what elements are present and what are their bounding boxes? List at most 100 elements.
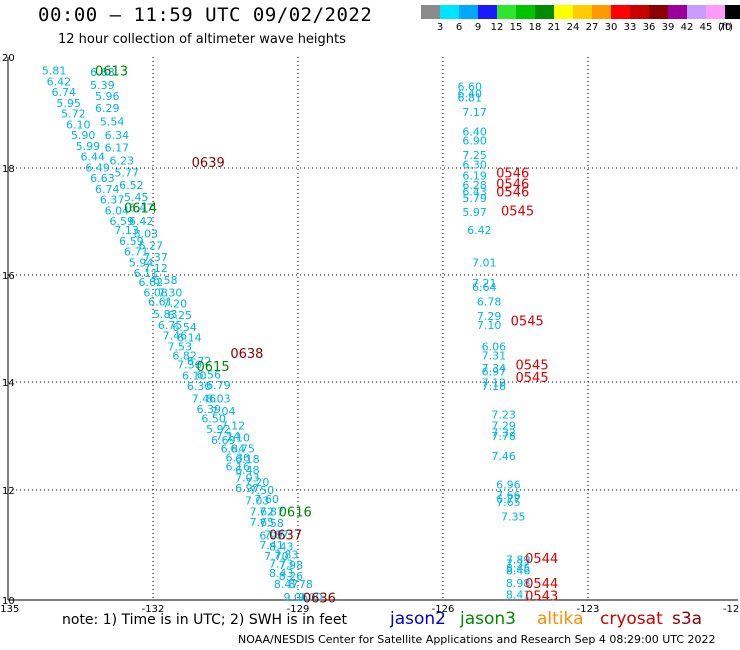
swh-value-label: 5.83	[153, 308, 178, 321]
swh-value-label: 5.79	[462, 192, 487, 205]
pass-time-label: 0545	[501, 204, 534, 219]
swh-value-label: 7.14	[216, 430, 241, 443]
swh-value-label: 7.12	[143, 262, 168, 275]
swh-value-label: 6.49	[85, 161, 110, 174]
swh-value-label: 7.65	[250, 516, 275, 529]
color-scale-label: 70	[718, 22, 732, 33]
swh-value-label: 7.32	[491, 426, 516, 439]
swh-value-label: 6.50	[201, 412, 226, 425]
swh-value-label: 6.40	[462, 125, 487, 138]
pass-time-label: 0543	[525, 590, 558, 605]
color-scale-label: 30	[604, 22, 618, 33]
swh-value-label: 7.87	[264, 528, 289, 541]
swh-value-label: 7.46	[192, 392, 217, 405]
swh-value-label: 5.77	[114, 167, 139, 180]
swh-value-label: 7.17	[462, 106, 487, 119]
chart-subtitle: 12 hour collection of altimeter wave hei…	[58, 32, 346, 47]
color-scale-label: 27	[585, 22, 599, 33]
swh-value-label: 8.03	[134, 227, 159, 240]
swh-value-label: 7.12	[221, 419, 246, 432]
x-tick-label: -129	[287, 604, 310, 615]
color-scale-unit: (ft)	[718, 22, 734, 33]
pass-time-label: 0546	[496, 167, 529, 182]
swh-value-label: 6.97	[235, 482, 260, 495]
swh-value-label: 8.78	[288, 578, 313, 591]
color-scale-swatch	[687, 5, 706, 19]
swh-value-label: 6.60	[458, 81, 483, 94]
color-scale-label: 42	[680, 22, 694, 33]
swh-value-label: 6.27	[139, 239, 164, 252]
color-scale-swatch	[440, 5, 459, 19]
pass-time-label: 0615	[197, 360, 230, 375]
swh-value-label: 7.65	[496, 496, 520, 509]
swh-value-label: 6.56	[197, 368, 222, 381]
pass-time-label: 0545	[516, 359, 549, 374]
swh-value-label: 5.99	[76, 140, 101, 153]
swh-value-label: 6.11	[134, 267, 159, 280]
swh-value-label: 7.10	[477, 319, 502, 332]
swh-value-label: 6.79	[206, 379, 231, 392]
swh-value-label: 6.47	[129, 202, 154, 215]
pass-time-label: 0614	[124, 202, 157, 217]
swh-value-label: 5.90	[71, 129, 96, 142]
swh-value-label: 7.58	[259, 517, 284, 530]
swh-value-label: 7.30	[158, 287, 183, 300]
footer-credit: NOAA/NESDIS Center for Satellite Applica…	[238, 633, 716, 646]
swh-value-label: 6.23	[110, 154, 135, 167]
swh-value-label: 5.96	[95, 90, 120, 103]
swh-value-label: 7.31	[482, 349, 507, 362]
y-tick-label: 16	[2, 271, 15, 282]
color-scale-swatch	[516, 5, 535, 19]
swh-value-label: 6.30	[462, 159, 487, 172]
swh-value-label: 7.04	[211, 405, 236, 418]
swh-value-label: 7.78	[491, 430, 516, 443]
swh-value-label: 6.75	[158, 319, 183, 332]
swh-value-label: 6.19	[462, 169, 487, 182]
swh-value-label: 7.89	[506, 554, 531, 567]
color-scale-swatch	[668, 5, 687, 19]
swh-value-label: 7.12	[482, 376, 507, 389]
swh-value-label: 8.41	[506, 589, 531, 602]
swh-value-label: 6.48	[235, 464, 260, 477]
swh-value-label: 6.37	[100, 194, 125, 207]
color-scale-swatch	[725, 5, 740, 19]
satellite-label-cryosat: cryosat	[600, 609, 663, 629]
pass-time-label: 0638	[230, 347, 263, 362]
swh-value-label: 6.97	[482, 366, 507, 379]
swh-value-label: 6.78	[477, 296, 502, 309]
swh-value-label: 6.42	[129, 215, 154, 228]
swh-value-label: 7.18	[482, 380, 507, 393]
swh-value-label: 8.45	[506, 562, 531, 575]
swh-value-label: 6.54	[172, 321, 197, 334]
pass-time-label: 0546	[496, 177, 529, 192]
color-scale-swatch	[478, 5, 497, 19]
color-scale-label: 9	[474, 22, 482, 33]
swh-value-label: 6.82	[172, 349, 197, 362]
swh-value-label: 6.69	[211, 434, 236, 447]
swh-value-label: 6.74	[95, 183, 120, 196]
swh-value-label: 7.35	[501, 511, 526, 524]
swh-value-label: 7.29	[491, 419, 516, 432]
swh-value-label: 5.45	[124, 191, 149, 204]
swh-value-label: 5.54	[100, 116, 125, 129]
pass-time-label: 0545	[511, 315, 544, 330]
swh-value-label: 7.60	[255, 493, 280, 506]
swh-value-label: 8.03	[206, 392, 231, 405]
swh-value-label: 6.64	[472, 281, 497, 294]
swh-value-label: 9.06	[284, 591, 309, 604]
color-scale-swatch	[649, 5, 668, 19]
color-scale-label: 3	[436, 22, 444, 33]
swh-value-label: 7.25	[462, 149, 487, 162]
color-scale-swatch	[421, 5, 440, 19]
swh-value-label: 7.62	[250, 505, 275, 518]
swh-value-label: 7.36	[177, 359, 202, 372]
swh-value-label: 8.43	[269, 540, 294, 553]
swh-value-label: 6.43	[462, 186, 487, 199]
pass-time-label: 0616	[279, 505, 312, 520]
swh-value-label: 7.20	[163, 297, 188, 310]
swh-value-label: 5.95	[56, 97, 80, 110]
swh-value-label: 7.98	[279, 559, 304, 572]
swh-value-label: 6.14	[177, 332, 202, 345]
color-scale-swatch	[573, 5, 592, 19]
